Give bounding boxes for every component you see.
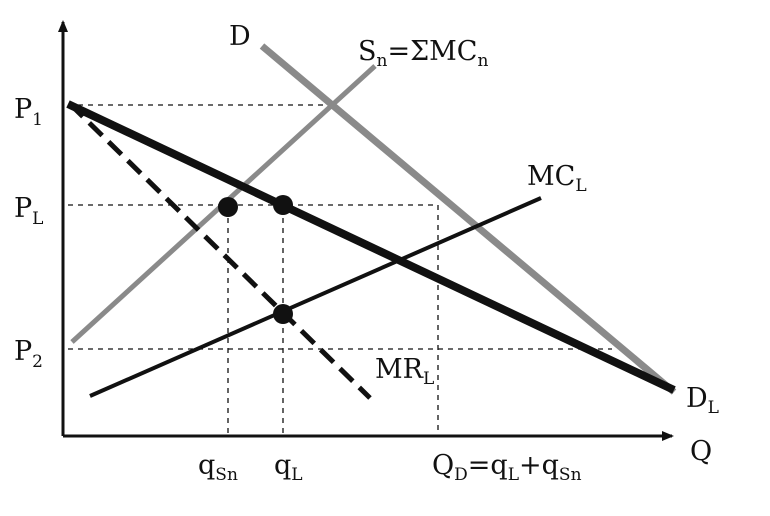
leader-mr-curve xyxy=(68,102,372,400)
p2-label: P2 xyxy=(14,336,43,372)
leader-mc-label: MCL xyxy=(527,161,587,196)
residual-demand-curve xyxy=(66,100,676,394)
fringe-output-point xyxy=(218,197,238,217)
quantity-axis-label: Q xyxy=(690,436,712,467)
leader-mr-mc-point xyxy=(273,304,293,324)
market-demand-label: D xyxy=(229,21,251,52)
residual-demand-label: DL xyxy=(686,383,719,418)
pl-label: PL xyxy=(14,193,43,229)
ql-label: qL xyxy=(274,450,303,485)
leader-output-point xyxy=(273,195,293,215)
fringe-supply-label: Sn=ΣMCn xyxy=(358,36,488,71)
market-demand-curve xyxy=(259,43,677,395)
qd-label: QD=qL+qSn xyxy=(432,450,582,485)
qsn-label: qSn xyxy=(198,450,238,485)
p1-label: P1 xyxy=(14,94,43,130)
leader-mr-label: MRL xyxy=(375,354,434,389)
leader-mc-curve xyxy=(89,196,542,398)
